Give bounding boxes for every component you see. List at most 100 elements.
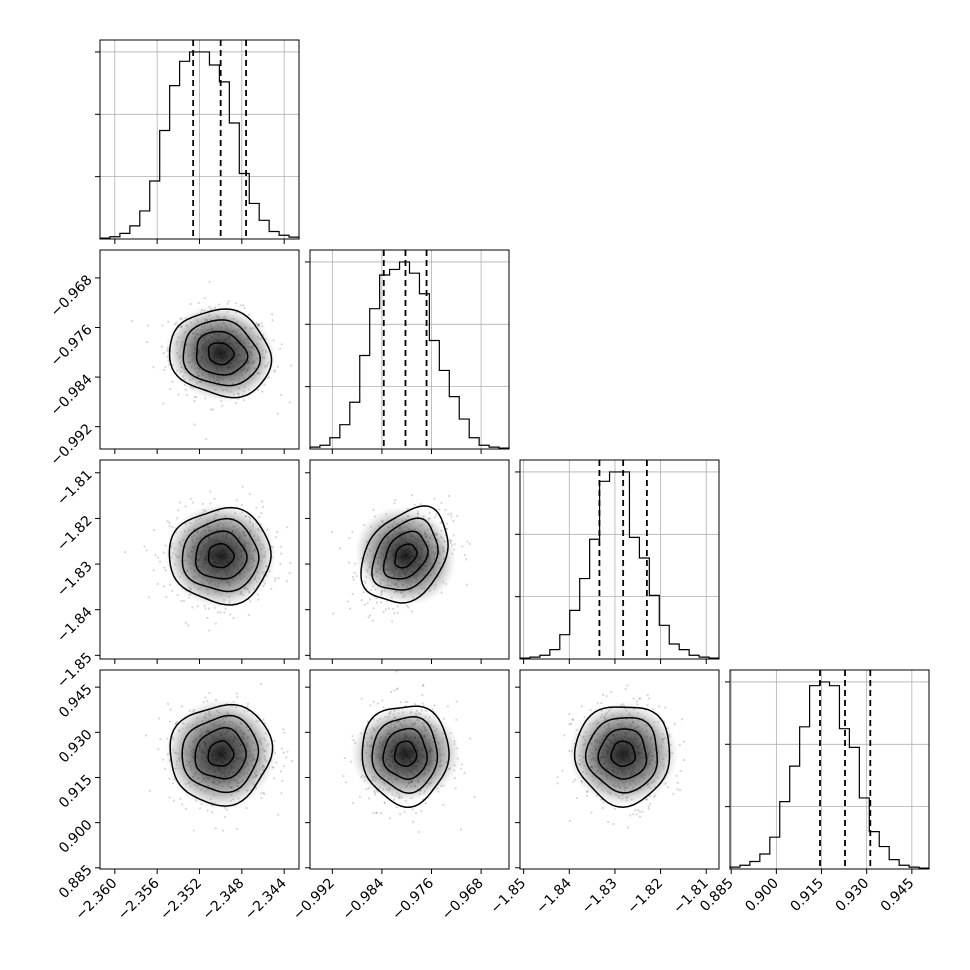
sample-point	[647, 807, 650, 810]
sample-point	[248, 493, 251, 496]
sample-point	[184, 388, 187, 391]
sample-point	[175, 517, 179, 520]
sample-point	[273, 777, 276, 780]
sample-point	[124, 551, 127, 554]
sample-point	[156, 556, 159, 559]
sample-point	[224, 607, 227, 610]
sample-point	[240, 304, 243, 307]
sample-point	[171, 526, 174, 529]
sample-point	[626, 826, 630, 829]
sample-point	[276, 530, 279, 534]
sample-point	[277, 813, 280, 816]
sample-point	[360, 697, 363, 700]
sample-point	[209, 408, 212, 411]
sample-point	[193, 399, 196, 403]
sample-point	[352, 802, 355, 805]
sample-point	[144, 734, 148, 737]
sample-point	[456, 514, 459, 518]
sample-point	[180, 600, 183, 603]
sample-point	[152, 569, 155, 572]
sample-point	[676, 781, 679, 785]
sample-point	[590, 811, 593, 814]
contour-panel-3-2	[515, 669, 726, 874]
sample-point	[393, 612, 396, 615]
sample-point	[168, 524, 171, 528]
y-tick-label: 0.930	[56, 727, 96, 767]
sample-point	[218, 303, 221, 306]
sample-point	[281, 779, 284, 782]
sample-point	[381, 699, 384, 702]
sample-point	[354, 562, 357, 565]
sample-point	[172, 799, 175, 802]
sample-point	[399, 812, 402, 816]
contour-line	[207, 740, 235, 767]
sample-point	[153, 529, 156, 532]
sample-point	[166, 702, 170, 705]
contour-line	[382, 727, 428, 780]
sample-point	[279, 562, 282, 565]
sample-point	[367, 616, 370, 619]
sample-point	[724, 776, 726, 778]
sample-point	[259, 792, 262, 795]
sample-point	[168, 720, 172, 723]
panel-frame	[729, 669, 930, 870]
sample-point	[282, 751, 285, 754]
sample-point	[171, 380, 174, 383]
sample-point	[580, 705, 583, 708]
density-blob	[165, 305, 276, 402]
sample-point	[196, 605, 199, 608]
sample-point	[332, 612, 335, 615]
sample-point	[206, 809, 209, 812]
y-tick-label: −1.83	[54, 558, 96, 600]
sample-point	[282, 728, 285, 731]
sample-point	[207, 629, 211, 632]
sample-point	[638, 815, 642, 818]
sample-point	[179, 501, 182, 504]
sample-point	[452, 519, 455, 523]
sample-point	[387, 607, 390, 610]
sample-point	[195, 395, 198, 399]
sample-point	[390, 690, 393, 694]
sample-point	[596, 702, 599, 705]
sample-point	[393, 689, 396, 692]
sample-point	[460, 767, 463, 770]
y-tick-label: −1.81	[54, 467, 96, 509]
density-blob	[350, 706, 461, 802]
sample-point	[466, 540, 469, 543]
sample-point	[410, 494, 414, 497]
sample-point	[379, 811, 383, 815]
contour-line	[360, 505, 449, 604]
sample-point	[158, 560, 162, 563]
contour-line	[573, 706, 671, 809]
sample-point	[375, 597, 378, 600]
sample-point	[575, 797, 578, 800]
panel-content	[556, 684, 726, 829]
sample-point	[223, 611, 226, 614]
sample-point	[395, 670, 398, 673]
sample-point	[214, 622, 217, 625]
x-tick-label: −2.344	[242, 875, 290, 923]
sample-point	[288, 572, 291, 575]
sample-point	[154, 553, 157, 556]
sample-point	[450, 515, 453, 518]
sample-point	[276, 365, 279, 368]
panel-content	[342, 670, 476, 834]
sample-point	[131, 319, 134, 323]
sample-point	[191, 501, 195, 504]
sample-point	[263, 792, 266, 795]
sample-point	[203, 297, 206, 300]
sample-point	[285, 756, 288, 759]
sample-point	[280, 552, 283, 555]
sample-point	[658, 705, 661, 708]
x-tick-label: −1.84	[533, 875, 575, 917]
sample-point	[234, 402, 238, 405]
sample-point	[229, 663, 231, 665]
histogram-step	[309, 261, 510, 449]
sample-point	[391, 620, 394, 623]
sample-point	[164, 365, 167, 369]
sample-point	[219, 611, 222, 614]
contour-line	[371, 517, 439, 591]
sample-point	[351, 530, 354, 533]
contour-line	[195, 330, 249, 376]
sample-point	[395, 806, 399, 809]
